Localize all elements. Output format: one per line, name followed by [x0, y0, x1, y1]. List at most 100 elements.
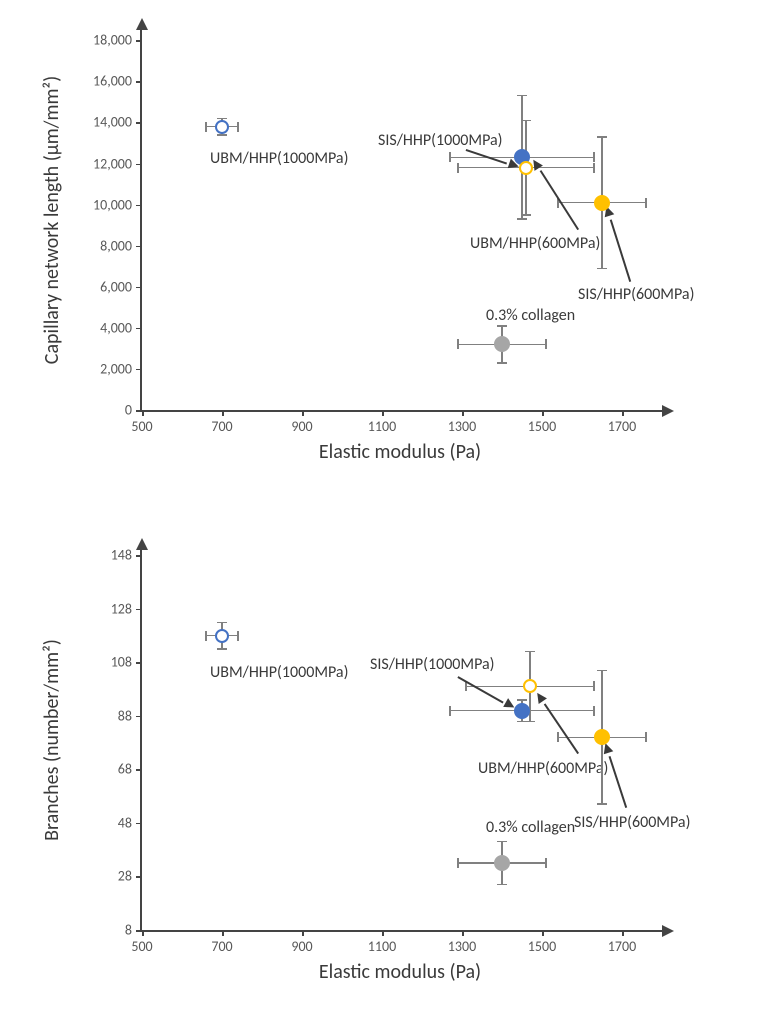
y-tick-mark: [136, 716, 142, 718]
y-tick-mark: [136, 609, 142, 611]
y-tick-mark: [136, 81, 142, 83]
y-error-cap: [497, 325, 507, 327]
y-error-cap: [521, 120, 531, 122]
y-error-cap: [597, 136, 607, 138]
data-point-sis-hhp-1000: [519, 161, 533, 175]
x-error-cap: [237, 631, 239, 641]
point-label-sis-hhp-600: SIS/HHP(600MPa): [574, 813, 690, 832]
y-tick-label: 68: [62, 761, 132, 778]
x-tick-label: 1300: [432, 418, 492, 435]
y-tick-label: 108: [62, 654, 132, 671]
x-tick-label: 1500: [512, 938, 572, 955]
point-label-sis-hhp-1000: SIS/HHP(1000MPa): [370, 655, 495, 674]
x-tick-label: 1100: [352, 418, 412, 435]
y-tick-mark: [136, 662, 142, 664]
data-point-ubm-hhp-1000: [215, 629, 229, 643]
callout-arrow-line: [540, 171, 579, 231]
y-tick-label: 16,000: [62, 73, 132, 90]
y-axis-title: Branches (number/mm²): [40, 550, 64, 930]
y-error-cap: [517, 699, 527, 701]
data-point-sis-hhp-600: [594, 195, 610, 211]
data-point-ubm-hhp-1000: [215, 120, 229, 134]
y-tick-label: 18,000: [62, 32, 132, 49]
y-tick-label: 14,000: [62, 114, 132, 131]
point-label-collagen-03: 0.3% collagen: [486, 306, 575, 325]
y-axis-title: Capillary network length (µm/mm²): [40, 30, 64, 410]
data-point-collagen-03: [494, 855, 510, 871]
point-label-ubm-hhp-600: UBM/HHP(600MPa): [478, 759, 608, 778]
y-tick-mark: [136, 122, 142, 124]
y-tick-label: 2,000: [62, 360, 132, 377]
y-tick-mark: [136, 205, 142, 207]
x-axis-title: Elastic modulus (Pa): [140, 440, 660, 464]
y-tick-label: 148: [62, 547, 132, 564]
x-error-cap: [205, 631, 207, 641]
x-tick-label: 1300: [432, 938, 492, 955]
callout-arrow-line: [610, 219, 631, 282]
x-error-cap: [645, 732, 647, 742]
y-axis-arrow: [136, 538, 148, 550]
x-tick-mark: [222, 410, 224, 416]
y-tick-mark: [136, 876, 142, 878]
y-error-cap: [517, 218, 527, 220]
y-tick-label: 12,000: [62, 155, 132, 172]
x-axis-arrow: [662, 925, 674, 937]
y-error-cap: [597, 803, 607, 805]
x-error-cap: [557, 732, 559, 742]
y-axis-arrow: [136, 18, 148, 30]
x-tick-mark: [302, 410, 304, 416]
y-tick-label: 48: [62, 814, 132, 831]
callout-arrow-head: [533, 690, 547, 704]
x-tick-label: 900: [272, 418, 332, 435]
x-error-cap: [593, 152, 595, 162]
x-tick-mark: [622, 930, 624, 936]
y-tick-mark: [136, 40, 142, 42]
y-tick-label: 4,000: [62, 319, 132, 336]
x-tick-mark: [542, 410, 544, 416]
y-error-cap: [217, 622, 227, 624]
x-tick-mark: [302, 930, 304, 936]
x-error-cap: [449, 152, 451, 162]
x-tick-mark: [382, 410, 384, 416]
x-tick-mark: [142, 930, 144, 936]
x-tick-label: 700: [192, 418, 252, 435]
point-label-sis-hhp-1000: SIS/HHP(1000MPa): [378, 131, 503, 150]
y-error-cap: [217, 648, 227, 650]
data-point-sis-hhp-600: [594, 729, 610, 745]
y-tick-mark: [136, 555, 142, 557]
y-error-cap: [525, 651, 535, 653]
y-error-cap: [597, 268, 607, 270]
x-tick-label: 500: [112, 938, 172, 955]
plot-area: 02,0004,0006,0008,00010,00012,00014,0001…: [140, 30, 662, 412]
x-tick-mark: [462, 930, 464, 936]
chart2-chart: 8284868881081281485007009001100130015001…: [0, 530, 775, 1010]
y-tick-label: 8: [62, 922, 132, 939]
chart1-chart: 02,0004,0006,0008,00010,00012,00014,0001…: [0, 10, 775, 490]
y-tick-mark: [136, 769, 142, 771]
y-tick-label: 0: [62, 402, 132, 419]
x-error-cap: [545, 339, 547, 349]
x-tick-mark: [622, 410, 624, 416]
x-error-cap: [645, 198, 647, 208]
x-tick-mark: [222, 930, 224, 936]
point-label-collagen-03: 0.3% collagen: [486, 818, 575, 837]
x-error-cap: [457, 339, 459, 349]
plot-area: 8284868881081281485007009001100130015001…: [140, 550, 662, 932]
callout-arrow-line: [544, 704, 579, 754]
y-tick-label: 88: [62, 707, 132, 724]
x-error-cap: [237, 122, 239, 132]
y-tick-label: 28: [62, 868, 132, 885]
y-tick-mark: [136, 246, 142, 248]
x-error-cap: [593, 681, 595, 691]
x-tick-label: 500: [112, 418, 172, 435]
y-error-cap: [517, 95, 527, 97]
x-axis-title: Elastic modulus (Pa): [140, 960, 660, 984]
point-label-ubm-hhp-1000: UBM/HHP(1000MPa): [210, 663, 348, 682]
x-error-cap: [205, 122, 207, 132]
data-point-collagen-03: [494, 336, 510, 352]
y-error-cap: [497, 884, 507, 886]
point-label-ubm-hhp-600: UBM/HHP(600MPa): [470, 234, 600, 253]
y-error-cap: [517, 721, 527, 723]
x-error-cap: [545, 858, 547, 868]
y-tick-mark: [136, 287, 142, 289]
